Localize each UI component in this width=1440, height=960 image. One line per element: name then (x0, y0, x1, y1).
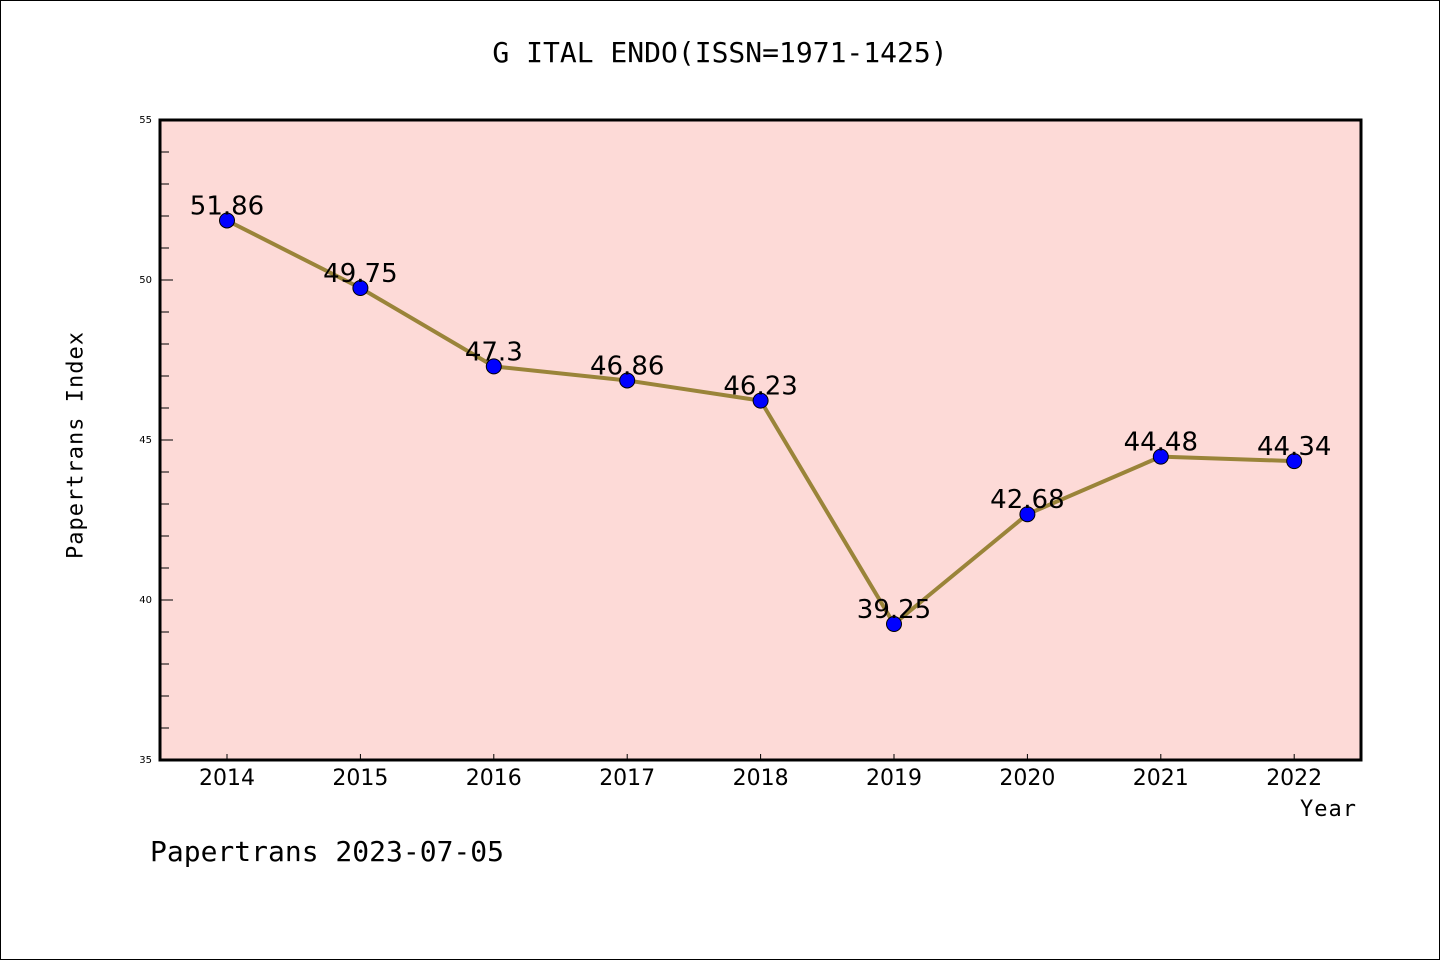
data-label: 51.86 (190, 191, 264, 221)
data-point (752, 392, 769, 409)
x-tick-label: 2015 (332, 766, 388, 791)
y-tick-label: 40 (139, 595, 152, 606)
data-label: 47.3 (465, 337, 523, 367)
x-tick-label: 2014 (199, 766, 255, 791)
data-label: 49.75 (323, 259, 397, 289)
data-point (219, 212, 235, 229)
data-label: 44.48 (1124, 428, 1198, 458)
x-axis-label: Year (1300, 797, 1357, 822)
data-point (1152, 448, 1169, 465)
y-tick-label: 45 (139, 435, 152, 446)
data-label: 42.68 (990, 485, 1064, 515)
x-tick-label: 2022 (1266, 766, 1322, 791)
plot-area (160, 120, 1361, 760)
x-tick-label: 2017 (599, 766, 655, 791)
x-tick-label: 2020 (999, 766, 1055, 791)
y-tick-label: 55 (139, 115, 152, 126)
data-point (485, 358, 502, 375)
data-point (886, 616, 902, 632)
data-label: 44.34 (1257, 432, 1331, 462)
footer-stamp: Papertrans 2023-07-05 (150, 835, 505, 868)
chart-title: G ITAL ENDO(ISSN=1971-1425) (492, 36, 948, 69)
x-tick-label: 2021 (1133, 766, 1189, 791)
x-tick-label: 2016 (466, 766, 522, 791)
data-label: 39.25 (857, 595, 931, 625)
data-label: 46.86 (590, 351, 664, 381)
data-point (619, 372, 636, 389)
data-point (1286, 453, 1303, 470)
plot-frame (158, 118, 1363, 762)
data-point (1019, 506, 1036, 523)
y-tick-label: 50 (139, 275, 152, 286)
x-tick-label: 2019 (866, 766, 922, 791)
data-label: 46.23 (723, 372, 797, 402)
x-tick-label: 2018 (733, 766, 789, 791)
data-point (352, 280, 369, 296)
y-tick-label: 35 (139, 755, 152, 766)
